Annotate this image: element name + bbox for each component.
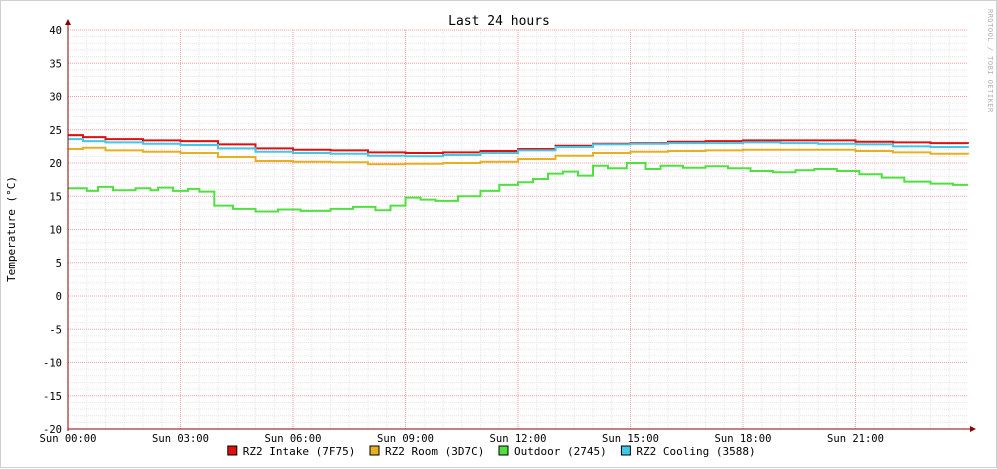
y-tick-label: 30 [49,92,62,104]
x-tick-label: Sun 00:00 [40,433,97,445]
x-tick-label: Sun 18:00 [715,433,772,445]
y-tick-label: -5 [49,324,62,336]
x-tick-label: Sun 06:00 [265,433,322,445]
legend-swatch [227,445,238,456]
series-layer [68,134,969,213]
y-tick-label: 20 [49,158,62,170]
x-tick-label: Sun 09:00 [377,433,434,445]
x-tick-label: Sun 21:00 [827,433,884,445]
y-axis-arrow [65,19,71,25]
legend-label: RZ2 Intake (7F75) [243,445,356,458]
legend-swatch [369,445,380,456]
chart-title: Last 24 hours [448,14,550,29]
y-axis-label: Temperature (°C) [5,176,18,282]
y-tick-label: -15 [43,391,62,403]
y-tick-label: 10 [49,225,62,237]
y-tick-label: 25 [49,125,62,137]
y-tick-label: 15 [49,191,62,203]
x-tick-label: Sun 12:00 [490,433,547,445]
series-line [68,138,969,158]
series-line [68,134,969,154]
y-tick-label: -10 [43,358,62,370]
y-tick-label: -20 [43,424,62,436]
y-tick-labels: 40 35 30 25 20 15 10 5 0 -5 -10 -15 -20 [43,25,62,436]
x-axis-arrow [970,426,976,432]
y-tick-label: 0 [56,291,62,303]
x-tick-labels: Sun 00:00 Sun 03:00 Sun 06:00 Sun 09:00 Sun … [40,433,884,445]
legend-label: Outdoor (2745) [514,445,607,458]
legend-label: RZ2 Room (3D7C) [385,445,484,458]
legend: RZ2 Intake (7F75) RZ2 Room (3D7C) Outdoor … [227,445,756,458]
legend-swatch [498,445,509,456]
x-tick-label: Sun 15:00 [602,433,659,445]
series-line [68,162,968,213]
y-tick-label: 40 [49,25,62,37]
axes [65,19,976,432]
x-tick-label: Sun 03:00 [152,433,209,445]
legend-label: RZ2 Cooling (3588) [636,445,755,458]
legend-swatch [620,445,631,456]
y-tick-label: 35 [49,58,62,70]
y-tick-label: 5 [56,258,62,270]
watermark: RRDTOOL / TOBI OETIKER [986,9,994,113]
series-line [68,146,969,166]
